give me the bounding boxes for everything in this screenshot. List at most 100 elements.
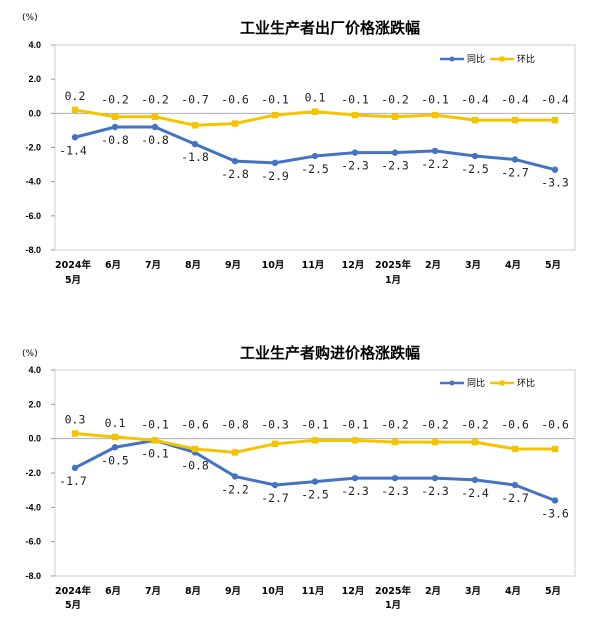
data-point xyxy=(231,120,239,127)
data-label: -0.1 xyxy=(141,446,169,460)
y-unit-label: (%) xyxy=(22,13,38,23)
output-price-chart: 工业生产者出厂价格涨跌幅 (%) 4.0 2.0 0.0 -2.0 -4.0 -6.0 -8.0… xyxy=(22,13,576,286)
chart-title: 工业生产者出厂价格涨跌幅 xyxy=(240,19,420,37)
data-point xyxy=(351,111,359,119)
y-tick-label: -6.0 xyxy=(25,537,41,547)
x-tick-label: 2025年 xyxy=(375,585,411,597)
data-point xyxy=(471,116,479,124)
data-point xyxy=(391,113,399,120)
x-tick-label: 4月 xyxy=(505,260,521,271)
data-label: -0.2 xyxy=(381,418,409,432)
x-tick-label: 7月 xyxy=(145,586,161,597)
legend-item: 环比 xyxy=(490,377,535,389)
data-label: -2.3 xyxy=(381,484,409,498)
data-label: -0.4 xyxy=(501,92,529,106)
data-label: 0.3 xyxy=(65,413,86,427)
x-tick-label: 5月 xyxy=(65,600,81,611)
data-point xyxy=(231,157,239,165)
data-label: -0.2 xyxy=(101,92,129,106)
data-label: -2.5 xyxy=(301,488,329,502)
data-label: -0.2 xyxy=(461,418,489,432)
data-point xyxy=(151,113,159,120)
data-label: -0.1 xyxy=(421,92,449,106)
data-label: -3.6 xyxy=(541,506,569,520)
x-tick-label: 12月 xyxy=(342,260,365,271)
data-label: -0.1 xyxy=(341,418,369,432)
data-label: -2.8 xyxy=(221,167,249,181)
data-label: -2.4 xyxy=(461,486,489,500)
data-label: -0.1 xyxy=(301,418,329,432)
data-label: -0.8 xyxy=(141,133,169,147)
data-point xyxy=(391,474,399,482)
y-tick-label: -4.0 xyxy=(25,177,41,187)
y-unit-label: (%) xyxy=(22,349,38,359)
x-tick-label: 6月 xyxy=(105,260,121,271)
data-label: 0.2 xyxy=(65,89,86,103)
data-point xyxy=(471,476,479,484)
legend-swatch-marker xyxy=(499,380,505,386)
data-point xyxy=(431,438,439,446)
purchase-price-chart: 工业生产者购进价格涨跌幅 (%) 4.0 2.0 0.0 -2.0 -4.0 -6.0 -8.0… xyxy=(22,344,576,611)
chart-title: 工业生产者购进价格涨跌幅 xyxy=(240,344,420,362)
legend-item: 环比 xyxy=(490,53,535,65)
data-label: -0.6 xyxy=(541,418,569,432)
x-tick-label: 5月 xyxy=(545,586,561,597)
data-point xyxy=(511,156,519,163)
data-label: -2.7 xyxy=(501,165,529,179)
legend-item: 同比 xyxy=(440,377,485,389)
data-point xyxy=(311,152,319,160)
legend-label: 同比 xyxy=(467,53,485,65)
y-tick-label: 2.0 xyxy=(28,399,41,409)
y-tick-label: -8.0 xyxy=(25,571,41,581)
data-label: -0.3 xyxy=(261,418,289,432)
data-point xyxy=(151,437,159,444)
data-label: -2.7 xyxy=(261,491,289,505)
data-point xyxy=(111,444,119,451)
data-label: -1.7 xyxy=(59,474,87,488)
data-label: 0.1 xyxy=(305,91,326,105)
data-label: -0.5 xyxy=(101,453,129,467)
data-point xyxy=(391,149,399,156)
x-tick-label: 3月 xyxy=(465,586,481,597)
data-label: 0.1 xyxy=(105,416,126,430)
data-point xyxy=(351,474,359,482)
x-tick-label: 2月 xyxy=(425,260,441,271)
plot-frame xyxy=(54,44,576,251)
data-label: -0.2 xyxy=(381,92,409,106)
x-tick-label: 4月 xyxy=(505,586,521,597)
data-point xyxy=(271,440,279,448)
y-tick-label: -8.0 xyxy=(25,245,41,255)
data-label: -2.3 xyxy=(341,159,369,173)
data-point xyxy=(111,123,119,131)
x-tick-label: 5月 xyxy=(545,260,561,271)
data-point xyxy=(191,445,199,453)
plot-frame xyxy=(54,369,576,577)
legend-swatch-marker xyxy=(449,380,455,386)
data-point xyxy=(511,481,519,489)
data-point xyxy=(551,116,559,124)
data-label: -0.1 xyxy=(141,418,169,432)
y-tick-label: 2.0 xyxy=(28,74,41,84)
x-tick-label: 9月 xyxy=(225,586,241,597)
data-point xyxy=(311,437,319,444)
data-point xyxy=(71,134,79,141)
legend-item: 同比 xyxy=(440,53,485,65)
data-point xyxy=(511,445,519,453)
data-label: -0.1 xyxy=(341,92,369,106)
x-tick-label: 12月 xyxy=(342,586,365,597)
data-label: -0.2 xyxy=(421,418,449,432)
x-tick-label: 3月 xyxy=(465,260,481,271)
legend-label: 环比 xyxy=(517,377,535,389)
data-point xyxy=(271,481,279,489)
y-tick-label: -2.0 xyxy=(25,143,41,153)
data-point xyxy=(431,111,439,119)
data-label: -0.6 xyxy=(181,418,209,432)
data-label: -1.8 xyxy=(181,150,209,164)
data-label: -0.8 xyxy=(101,133,129,147)
data-point xyxy=(151,123,159,131)
data-label: -2.3 xyxy=(381,159,409,173)
data-label: -0.2 xyxy=(141,92,169,106)
data-point xyxy=(471,438,479,446)
data-point xyxy=(351,149,359,156)
x-tick-label: 2024年 xyxy=(55,585,91,597)
